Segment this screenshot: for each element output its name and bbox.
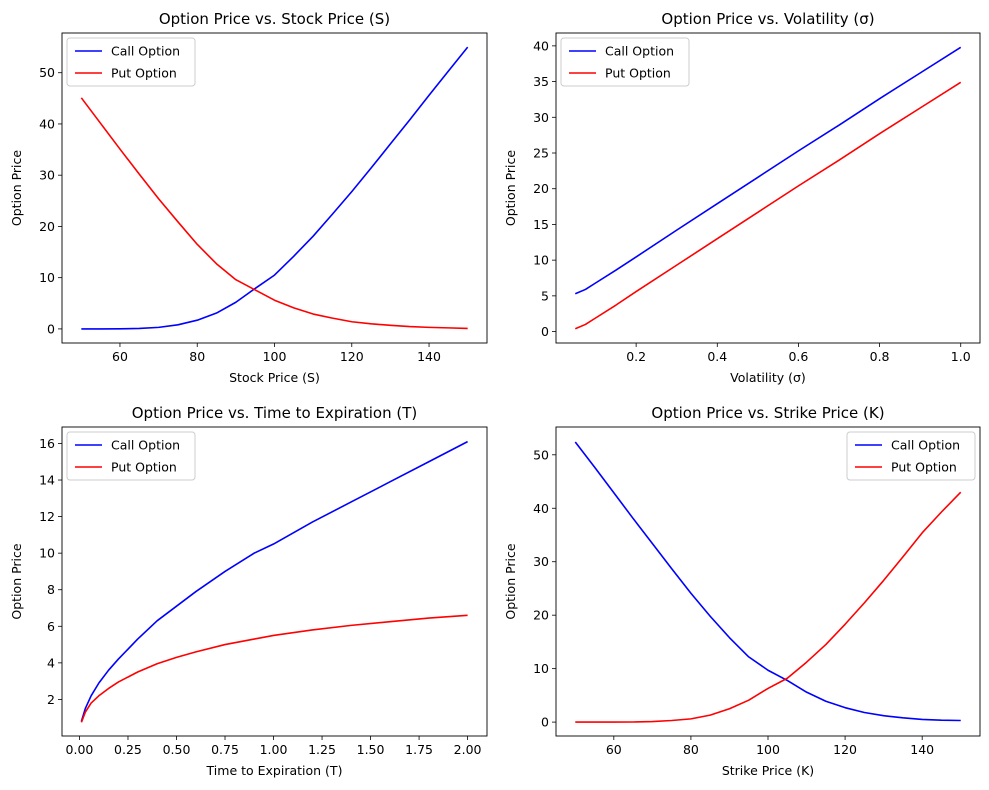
x-axis-label: Stock Price (S)	[229, 370, 320, 385]
legend: Call Option Put Option	[66, 431, 196, 481]
y-tick-label: 6	[47, 619, 55, 634]
axes-frame	[61, 32, 488, 344]
y-tick-label: 40	[533, 38, 549, 53]
x-tick-label: 140	[910, 742, 934, 757]
x-tick-label: 1.75	[405, 742, 433, 757]
y-tick-label: 4	[47, 655, 55, 670]
y-tick-label: 16	[39, 436, 55, 451]
legend-box	[66, 431, 196, 481]
y-tick-label: 40	[533, 501, 549, 516]
x-tick-label: 120	[833, 742, 857, 757]
x-tick-label: 0.6	[788, 349, 808, 364]
x-tick-label: 1.00	[260, 742, 288, 757]
series-put-option	[574, 81, 962, 330]
legend-label: Call Option	[605, 44, 674, 59]
series-call-option	[80, 440, 468, 722]
x-tick-label: 0.75	[211, 742, 239, 757]
y-tick-label: 10	[39, 270, 55, 285]
x-tick-label: 0.8	[870, 349, 890, 364]
y-tick-label: 12	[39, 509, 55, 524]
y-tick-label: 0	[541, 324, 549, 339]
y-axis-label: Option Price	[503, 150, 518, 226]
y-tick-label: 50	[533, 447, 549, 462]
subplot-4: Option Price vs. Strike Price (K)60 80 100…	[503, 404, 981, 778]
y-tick-label: 40	[39, 116, 55, 131]
y-tick-label: 30	[533, 554, 549, 569]
x-tick-label: 140	[417, 349, 441, 364]
x-tick-label: 1.0	[951, 349, 971, 364]
y-tick-label: 15	[533, 217, 549, 232]
x-axis-label: Volatility (σ)	[730, 370, 806, 385]
y-tick-label: 50	[39, 65, 55, 80]
x-tick-label: 0.2	[626, 349, 646, 364]
x-axis-label: Strike Price (K)	[722, 763, 814, 778]
series-call-option	[574, 46, 962, 295]
y-tick-label: 14	[39, 473, 55, 488]
y-tick-label: 30	[39, 168, 55, 183]
legend-label: Put Option	[605, 66, 671, 81]
x-tick-label: 120	[340, 349, 364, 364]
x-tick-label: 80	[189, 349, 205, 364]
legend-label: Put Option	[891, 460, 957, 475]
x-tick-label: 0.25	[114, 742, 142, 757]
y-axis-label: Option Price	[503, 543, 518, 619]
legend-label: Put Option	[111, 66, 177, 81]
subplot-1: Option Price vs. Stock Price (S)60 80 100 1…	[9, 10, 488, 385]
y-tick-label: 20	[533, 181, 549, 196]
series-call-option	[574, 441, 961, 722]
legend: Call Option Put Option	[560, 37, 690, 87]
series-call-option	[81, 46, 469, 330]
x-tick-label: 0.50	[163, 742, 191, 757]
legend-label: Call Option	[111, 44, 180, 59]
y-tick-label: 10	[533, 661, 549, 676]
x-tick-label: 60	[606, 742, 622, 757]
y-tick-label: 5	[541, 288, 549, 303]
y-tick-label: 2	[47, 692, 55, 707]
y-tick-label: 10	[39, 546, 55, 561]
x-tick-label: 100	[263, 349, 287, 364]
y-tick-label: 0	[47, 321, 55, 336]
x-tick-label: 1.50	[357, 742, 385, 757]
legend-label: Put Option	[111, 460, 177, 475]
y-tick-label: 20	[533, 608, 549, 623]
x-axis-label: Time to Expiration (T)	[206, 763, 343, 778]
x-tick-label: 60	[112, 349, 128, 364]
y-tick-label: 8	[47, 582, 55, 597]
axes-frame	[555, 32, 981, 344]
legend: Call Option Put Option	[846, 431, 976, 481]
x-tick-label: 0.4	[707, 349, 727, 364]
subplot-3: Option Price vs. Time to Expiration (T) 0…	[9, 404, 488, 778]
x-tick-label: 0.00	[66, 742, 94, 757]
legend-box	[66, 37, 196, 87]
chart-title: Option Price vs. Time to Expiration (T)	[132, 404, 418, 422]
chart-title: Option Price vs. Strike Price (K)	[651, 404, 884, 422]
y-tick-label: 10	[533, 253, 549, 268]
legend-box	[560, 37, 690, 87]
y-tick-label: 35	[533, 74, 549, 89]
x-tick-label: 2.00	[454, 742, 482, 757]
x-tick-label: 80	[683, 742, 699, 757]
chart-title: Option Price vs. Stock Price (S)	[159, 10, 390, 28]
axes-frame	[61, 426, 488, 737]
y-tick-label: 30	[533, 110, 549, 125]
y-tick-label: 25	[533, 146, 549, 161]
y-tick-label: 20	[39, 219, 55, 234]
legend-label: Call Option	[891, 438, 960, 453]
y-axis-label: Option Price	[9, 543, 24, 619]
axes-frame	[555, 426, 981, 737]
x-tick-label: 1.25	[308, 742, 336, 757]
x-tick-label: 100	[756, 742, 780, 757]
legend-label: Call Option	[111, 438, 180, 453]
series-put-option	[80, 614, 468, 723]
y-tick-label: 0	[541, 715, 549, 730]
series-put-option	[80, 97, 468, 330]
legend: Call Option Put Option	[66, 37, 196, 87]
subplot-2: Option Price vs. Volatility (σ) 0.2 0.4 0.6…	[503, 10, 981, 385]
legend-box	[846, 431, 976, 481]
chart-title: Option Price vs. Volatility (σ)	[661, 10, 874, 28]
series-put-option	[575, 491, 962, 723]
y-axis-label: Option Price	[9, 150, 24, 226]
